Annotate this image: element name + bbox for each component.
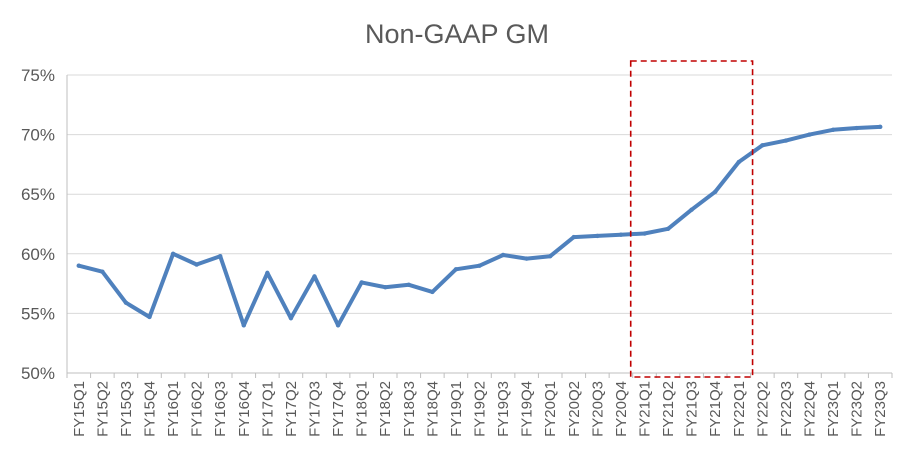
x-tick-label: FY19Q1 [448, 381, 465, 437]
x-tick-label: FY17Q1 [259, 381, 276, 437]
data-point [500, 252, 506, 258]
data-point [665, 226, 671, 231]
x-tick-label: FY23Q1 [825, 381, 842, 437]
x-tick-label: FY22Q4 [802, 381, 819, 437]
data-point [783, 138, 789, 143]
x-tick-label: FY15Q4 [142, 381, 159, 437]
x-tick-label: FY19Q3 [495, 381, 512, 437]
data-point [430, 289, 435, 295]
x-tick-label: FY21Q2 [660, 381, 677, 437]
x-tick-label: FY20Q4 [613, 381, 630, 437]
x-tick-label: FY16Q1 [165, 381, 182, 437]
data-point [453, 267, 459, 272]
data-point [218, 253, 223, 259]
x-tick-label: FY17Q3 [307, 381, 324, 437]
data-point [807, 132, 812, 137]
data-point [123, 300, 129, 305]
x-tick-label: FY20Q2 [566, 381, 583, 437]
x-tick-label: FY18Q4 [424, 381, 441, 437]
data-point [830, 127, 836, 133]
axes [66, 75, 892, 374]
x-tick-label: FY22Q1 [731, 381, 748, 437]
data-point [642, 231, 647, 236]
data-point [359, 280, 364, 285]
x-tick-label: FY21Q1 [637, 381, 654, 437]
x-tick-label: FY23Q3 [872, 381, 889, 437]
x-tick-label: FY18Q2 [377, 381, 394, 437]
x-tick-label: FY15Q1 [71, 381, 88, 437]
series-layer [76, 124, 883, 328]
data-point [548, 253, 553, 259]
data-point [477, 263, 482, 268]
y-tick-label: 75% [21, 66, 55, 85]
x-tick-label: FY16Q4 [236, 381, 253, 437]
x-tick-label: FY17Q4 [330, 381, 347, 437]
series-line [76, 124, 883, 328]
chart-title: Non-GAAP GM [365, 19, 549, 49]
x-tick-label: FY23Q2 [849, 381, 866, 437]
x-tick-label: FY21Q3 [684, 381, 701, 437]
x-tick-label: FY19Q4 [519, 381, 536, 437]
data-point [878, 124, 883, 130]
x-tick-label: FY22Q2 [754, 381, 771, 437]
y-tick-label: 60% [21, 245, 55, 264]
x-tick-label: FY17Q2 [283, 381, 300, 437]
x-axis-ticks: FY15Q1 FY15Q2 FY15Q3 FY15Q4 FY16Q1 FY16Q2 FY16… [66, 373, 893, 437]
data-point [854, 125, 859, 131]
y-tick-label: 70% [21, 126, 55, 145]
x-tick-label: FY20Q3 [589, 381, 606, 437]
data-point [288, 315, 294, 321]
x-tick-label: FY20Q1 [542, 381, 559, 437]
data-point [76, 263, 81, 268]
data-point [312, 274, 317, 279]
y-tick-label: 65% [21, 185, 55, 204]
x-tick-label: FY21Q4 [707, 381, 724, 437]
y-axis-ticks: 50% 55% 60% 65% 70% 75% [21, 66, 55, 383]
x-tick-label: FY18Q3 [401, 381, 418, 437]
x-tick-label: FY16Q2 [189, 381, 206, 437]
data-point [595, 233, 600, 239]
x-tick-label: FY18Q1 [354, 381, 371, 437]
highlight-box [629, 60, 754, 378]
data-point [194, 262, 199, 267]
data-point [335, 323, 341, 328]
data-point [736, 159, 741, 165]
data-point [406, 282, 411, 287]
highlight-layer [629, 60, 754, 378]
data-point [713, 189, 718, 195]
data-point [618, 232, 624, 237]
x-tick-label: FY22Q3 [778, 381, 795, 437]
data-point [689, 207, 694, 212]
data-point [383, 284, 388, 290]
gridlines [67, 74, 892, 314]
y-tick-label: 55% [21, 304, 55, 323]
x-tick-label: FY15Q3 [118, 381, 135, 437]
x-tick-label: FY15Q2 [94, 381, 111, 437]
data-point [147, 314, 152, 320]
y-tick-label: 50% [21, 364, 55, 383]
x-tick-label: FY16Q3 [212, 381, 229, 437]
data-point [170, 251, 176, 256]
data-point [571, 234, 576, 240]
data-point [760, 143, 765, 148]
data-point [241, 323, 246, 328]
data-point [524, 256, 529, 261]
x-tick-label: FY19Q2 [472, 381, 489, 437]
data-point [100, 269, 105, 274]
data-point [265, 270, 270, 276]
